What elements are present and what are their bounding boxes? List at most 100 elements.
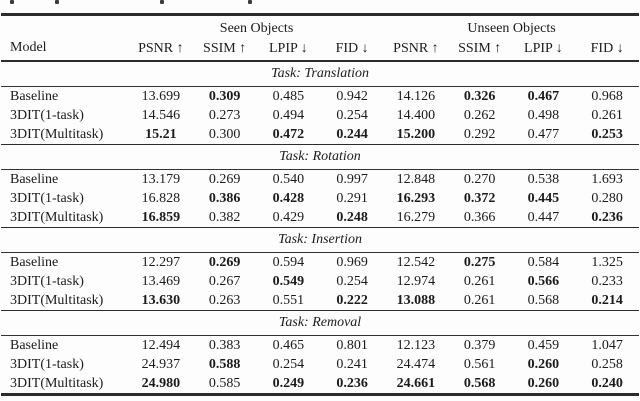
value-cell: 0.273 <box>208 107 241 123</box>
value-cell: 24.937 <box>141 356 181 372</box>
model-cell: Baseline <box>10 254 59 270</box>
metric-column-header-fid-seen: FID ↓ <box>320 37 385 62</box>
value-cell: 0.291 <box>336 190 368 206</box>
table-row: Baseline 13.699 0.309 0.485 0.942 14.126 0.326… <box>1 87 639 107</box>
model-cell: 3DIT(Multitask) <box>1 291 129 311</box>
task-title-row: Task: Translation <box>1 61 640 87</box>
cropped-text-fragment <box>248 0 252 4</box>
metric-column-header-psnr-unseen: PSNR ↑ <box>384 37 448 62</box>
value-cell: 0.585 <box>192 374 257 395</box>
value-cell: 15.21 <box>129 125 193 145</box>
value-cell: 0.262 <box>463 107 496 123</box>
value-cell: 16.859 <box>129 208 193 228</box>
value-cell: 0.326 <box>463 88 496 104</box>
metric-column-header-fid-unseen: FID ↓ <box>575 37 640 62</box>
value-cell: 0.261 <box>463 273 496 289</box>
value-cell: 0.280 <box>591 190 623 206</box>
value-cell: 24.980 <box>129 374 193 395</box>
cropped-text-fragment <box>10 0 14 4</box>
table-row: 3DIT(Multitask) 13.630 0.263 0.551 0.222 13.0… <box>1 291 640 311</box>
value-cell: 0.568 <box>447 374 512 395</box>
value-cell: 0.467 <box>527 88 560 104</box>
table-row: 3DIT(1-task) 24.937 0.588 0.254 0.241 24.474 0… <box>1 355 639 374</box>
value-cell: 0.445 <box>527 190 560 206</box>
cropped-text-fragment <box>160 0 164 4</box>
value-cell: 0.270 <box>463 171 496 187</box>
group-header-unseen-objects: Unseen Objects <box>467 21 556 36</box>
value-cell: 0.260 <box>527 356 560 372</box>
value-cell: 0.561 <box>463 356 496 372</box>
model-cell: Baseline <box>10 88 59 104</box>
model-cell: 3DIT(1-task) <box>10 273 84 289</box>
value-cell: 0.584 <box>527 254 560 270</box>
value-cell: 0.269 <box>208 171 241 187</box>
value-cell: 12.494 <box>141 337 181 353</box>
value-cell: 0.568 <box>511 291 576 311</box>
value-cell: 0.588 <box>208 356 241 372</box>
task-section: Task: Insertion Baseline 12.297 0.269 0.594 0… <box>1 227 640 311</box>
value-cell: 14.126 <box>396 88 436 104</box>
model-column-header: Model <box>1 14 129 62</box>
value-cell: 0.214 <box>575 291 640 311</box>
value-cell: 0.549 <box>272 273 305 289</box>
value-cell: 13.699 <box>141 88 181 104</box>
value-cell: 0.383 <box>208 337 241 353</box>
model-cell: 3DIT(Multitask) <box>1 125 129 145</box>
value-cell: 0.594 <box>272 254 305 270</box>
metric-column-header-ssim-seen: SSIM ↑ <box>192 37 257 62</box>
value-cell: 0.240 <box>575 374 640 395</box>
value-cell: 0.267 <box>208 273 241 289</box>
value-cell: 0.540 <box>272 171 305 187</box>
value-cell: 0.275 <box>463 254 496 270</box>
value-cell: 24.474 <box>396 356 436 372</box>
table-row: Baseline 12.297 0.269 0.594 0.969 12.542 0.275… <box>1 253 639 273</box>
value-cell: 13.630 <box>129 291 193 311</box>
model-cell: 3DIT(1-task) <box>10 356 84 372</box>
table-row: Baseline 12.494 0.383 0.465 0.801 12.123 0.379… <box>1 336 639 356</box>
value-cell: 0.551 <box>256 291 321 311</box>
value-cell: 0.447 <box>511 208 576 228</box>
metric-column-header-lpip-unseen: LPIP ↓ <box>511 37 576 62</box>
results-table-wrapper: Model Seen Objects Unseen Objects PSNR ↑… <box>1 13 640 396</box>
value-cell: 0.997 <box>336 171 368 187</box>
task-title: Task: Rotation <box>1 144 640 170</box>
task-title-row: Task: Rotation <box>1 144 640 170</box>
value-cell: 13.088 <box>384 291 448 311</box>
value-cell: 16.279 <box>384 208 448 228</box>
task-title-row: Task: Insertion <box>1 227 640 253</box>
value-cell: 0.566 <box>527 273 560 289</box>
value-cell: 14.400 <box>396 107 436 123</box>
value-cell: 13.469 <box>141 273 181 289</box>
value-cell: 15.200 <box>384 125 448 145</box>
value-cell: 0.969 <box>336 254 368 270</box>
table-row: Baseline 13.179 0.269 0.540 0.997 12.848 0.270… <box>1 170 639 190</box>
table-row: 3DIT(Multitask) 15.21 0.300 0.472 0.244 15.20… <box>1 125 640 145</box>
value-cell: 0.233 <box>591 273 623 289</box>
value-cell: 1.325 <box>591 254 623 270</box>
value-cell: 0.222 <box>320 291 385 311</box>
value-cell: 0.366 <box>447 208 512 228</box>
value-cell: 0.248 <box>320 208 385 228</box>
task-title: Task: Insertion <box>1 227 640 253</box>
value-cell: 0.801 <box>336 337 368 353</box>
value-cell: 0.429 <box>256 208 321 228</box>
metric-column-header-ssim-unseen: SSIM ↑ <box>447 37 512 62</box>
task-title: Task: Translation <box>1 61 640 87</box>
value-cell: 0.260 <box>511 374 576 395</box>
results-table: Model Seen Objects Unseen Objects PSNR ↑… <box>1 13 640 396</box>
group-header-row: Model Seen Objects Unseen Objects <box>1 14 639 62</box>
metric-column-header-psnr-seen: PSNR ↑ <box>129 37 193 62</box>
value-cell: 0.477 <box>511 125 576 145</box>
value-cell: 0.258 <box>591 356 623 372</box>
value-cell: 0.485 <box>272 88 305 104</box>
task-section: Task: Removal Baseline 12.494 0.383 0.465 0.8… <box>1 310 640 395</box>
task-title-row: Task: Removal <box>1 310 640 336</box>
value-cell: 0.538 <box>527 171 560 187</box>
metric-header-row: PSNR ↑ SSIM ↑ LPIP ↓ FID ↓ PSNR ↑ SSIM ↑… <box>1 37 640 62</box>
model-cell: 3DIT(Multitask) <box>1 374 129 395</box>
value-cell: 0.236 <box>575 208 640 228</box>
table-row: 3DIT(Multitask) 24.980 0.585 0.249 0.236 24.6… <box>1 374 640 395</box>
table-row: 3DIT(1-task) 13.469 0.267 0.549 0.254 12.974 0… <box>1 272 639 291</box>
value-cell: 0.236 <box>320 374 385 395</box>
